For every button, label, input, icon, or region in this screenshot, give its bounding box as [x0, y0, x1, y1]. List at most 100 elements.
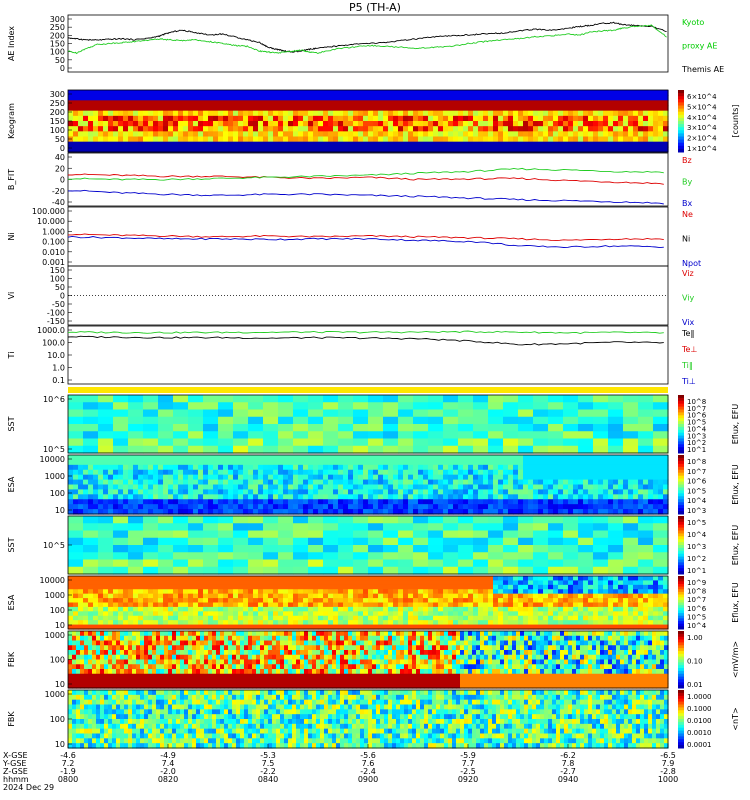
keogram-spectro-cell	[418, 136, 424, 143]
esa-ion-spectro-cell	[478, 469, 484, 476]
esa-ion-spectro-cell	[358, 469, 364, 476]
esa-ion-spectro-cell	[483, 464, 489, 471]
keogram-spectro-cell	[613, 105, 619, 112]
esa-ion-spectro-cell	[78, 494, 84, 500]
keogram-spectro-cell	[188, 115, 194, 122]
esa-ion-spectro-cell	[583, 455, 589, 461]
esa-elec-spectro-cell	[168, 580, 174, 586]
keogram-spectro-cell	[453, 136, 459, 143]
keogram-spectro-cell	[193, 95, 199, 101]
esa-ion-spectro-cell	[318, 479, 324, 486]
esa-elec-spectro-cell	[468, 593, 474, 599]
keogram-spectro-cell	[593, 105, 599, 112]
sst-ion-spectro-cell	[218, 416, 234, 425]
keogram-spectro-cell	[303, 105, 309, 112]
sst-elec-spectro-cell	[98, 552, 114, 561]
esa-ion-colorbar-segment	[678, 469, 684, 474]
sst-elec-spectro-cell	[278, 559, 294, 568]
esa-elec-spectro-cell	[253, 598, 259, 604]
esa-ion-spectro-cell	[333, 469, 339, 476]
esa-ion-spectro-cell	[228, 459, 234, 466]
esa-ion-spectro-cell	[263, 484, 269, 491]
esa-elec-spectro-cell	[188, 620, 194, 626]
esa-elec-spectro-cell	[418, 584, 424, 590]
keogram-spectro-cell	[158, 121, 164, 127]
ae-ytick-label: 250	[50, 23, 65, 32]
esa-elec-spectro-cell	[133, 598, 139, 604]
esa-ion-spectro-cell	[393, 469, 399, 476]
esa-elec-spectro-cell	[558, 624, 564, 630]
sst-ion-spectro-cell	[548, 416, 564, 425]
esa-ion-spectro-cell	[88, 479, 94, 486]
keogram-spectro-cell	[608, 95, 614, 101]
keogram-spectro-cell	[403, 105, 409, 112]
esa-ion-spectro-cell	[503, 509, 509, 515]
sst-elec-spectro-cell	[323, 559, 339, 568]
esa-elec-spectro-cell	[173, 598, 179, 604]
keogram-spectro-cell	[593, 136, 599, 143]
esa-ion-spectro-cell	[448, 469, 454, 476]
keogram-spectro-cell	[73, 115, 79, 122]
keogram-spectro-cell	[318, 136, 324, 143]
keogram-spectro-cell	[318, 121, 324, 127]
esa-ion-spectro-cell	[263, 455, 269, 461]
esa-ion-spectro-cell	[123, 479, 129, 486]
esa-elec-spectro-cell	[383, 611, 389, 617]
sst-elec-spectro-cell	[443, 552, 459, 561]
sst-ion-spectro-cell	[458, 438, 474, 447]
esa-elec-spectro-cell	[148, 606, 154, 612]
sst-ion-spectro-cell	[623, 438, 639, 447]
sst-elec-spectro-cell	[338, 545, 354, 553]
sst-ion-colorbar-segment	[678, 409, 684, 413]
esa-ion-spectro-cell	[573, 474, 579, 481]
esa-ion-spectro-cell	[173, 499, 179, 505]
esa-ion-spectro-cell	[258, 484, 264, 491]
esa-ion-spectro-cell	[268, 509, 274, 515]
keogram-spectro-cell	[203, 105, 209, 112]
keogram-spectro-cell	[258, 105, 264, 112]
esa-ion-spectro-cell	[613, 504, 619, 510]
esa-ion-spectro-cell	[248, 499, 254, 505]
esa-elec-spectro-cell	[423, 593, 429, 599]
esa-ion-spectro-cell	[338, 459, 344, 466]
keogram-spectro-cell	[73, 100, 79, 107]
esa-elec-spectro-cell	[533, 624, 539, 630]
esa-elec-spectro-cell	[458, 576, 464, 582]
esa-ion-spectro-cell	[253, 455, 259, 461]
keogram-spectro-cell	[588, 146, 594, 153]
esa-ion-spectro-cell	[308, 479, 314, 486]
keogram-spectro-cell	[343, 126, 349, 132]
esa-elec-spectro-cell	[308, 593, 314, 599]
esa-ion-spectro-cell	[438, 474, 444, 481]
esa-elec-spectro-cell	[403, 589, 409, 595]
keogram-spectro-cell	[123, 105, 129, 112]
esa-elec-spectro-cell	[383, 602, 389, 608]
keogram-spectro-cell	[528, 146, 534, 153]
esa-ion-spectro-cell	[553, 484, 559, 491]
esa-ion-spectro-cell	[453, 489, 459, 495]
esa-elec-spectro-cell	[463, 602, 469, 608]
esa-ion-spectro-cell	[423, 484, 429, 491]
esa-elec-spectro-cell	[573, 602, 579, 608]
keogram-spectro-cell	[98, 95, 104, 101]
esa-ion-spectro-cell	[298, 499, 304, 505]
keogram-spectro-cell	[273, 110, 279, 117]
keogram-spectro-cell	[478, 146, 484, 153]
esa-ion-spectro-cell	[93, 494, 99, 500]
keogram-spectro-cell	[363, 95, 369, 101]
esa-elec-spectro-cell	[118, 606, 124, 612]
keogram-spectro-cell	[88, 146, 94, 153]
sst-elec-spectro-cell	[563, 537, 579, 546]
keogram-spectro-cell	[423, 110, 429, 117]
sst-elec-spectro-cell	[353, 545, 369, 553]
sst-ion-spectro-cell	[368, 431, 384, 440]
sst-ion-spectro-cell	[203, 402, 219, 411]
keogram-spectro-cell	[468, 121, 474, 127]
keogram-spectro-cell	[548, 121, 554, 127]
sst-ion-spectro-cell	[638, 402, 654, 411]
esa-ion-spectro-cell	[153, 455, 159, 461]
esa-ion-spectro-cell	[123, 455, 129, 461]
esa-elec-spectro-cell	[178, 620, 184, 626]
keogram-spectro-cell	[193, 146, 199, 153]
sst-ion-spectro-cell	[158, 402, 174, 411]
